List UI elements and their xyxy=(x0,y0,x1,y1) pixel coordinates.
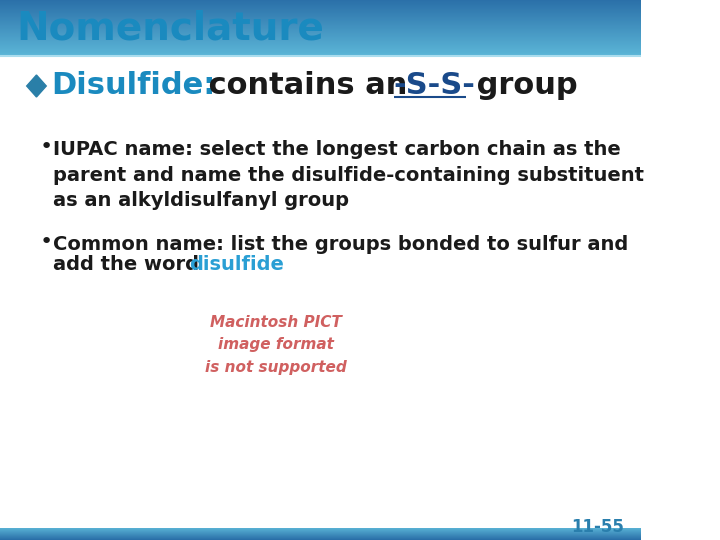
Bar xyxy=(0,37,641,38)
Bar xyxy=(0,4,641,5)
Bar xyxy=(0,536,641,537)
Bar xyxy=(0,534,641,535)
Bar xyxy=(0,9,641,10)
Bar xyxy=(0,49,641,50)
Bar xyxy=(0,41,641,42)
Bar xyxy=(0,1,641,2)
Bar xyxy=(0,3,641,4)
Bar xyxy=(0,15,641,16)
Polygon shape xyxy=(27,75,46,97)
Bar xyxy=(0,528,641,529)
Text: •: • xyxy=(39,232,53,252)
Text: contains an: contains an xyxy=(198,71,418,100)
Bar xyxy=(0,6,641,7)
Bar xyxy=(0,538,641,539)
Bar xyxy=(0,39,641,40)
Text: Macintosh PICT
image format
is not supported: Macintosh PICT image format is not suppo… xyxy=(205,315,346,375)
Bar xyxy=(0,43,641,44)
Text: -S-S-: -S-S- xyxy=(394,71,475,100)
Bar xyxy=(0,47,641,48)
Text: 11-55: 11-55 xyxy=(572,518,624,536)
Bar xyxy=(0,31,641,32)
Bar xyxy=(0,16,641,17)
Bar xyxy=(0,8,641,9)
Bar xyxy=(0,23,641,24)
Text: group: group xyxy=(467,71,578,100)
Bar xyxy=(0,48,641,49)
Bar xyxy=(0,11,641,12)
Bar xyxy=(0,531,641,532)
Bar xyxy=(0,53,641,54)
Bar xyxy=(0,535,641,536)
Bar xyxy=(0,539,641,540)
Bar xyxy=(0,34,641,35)
Text: •: • xyxy=(39,137,53,157)
Bar xyxy=(0,28,641,29)
Text: Common name: list the groups bonded to sulfur and: Common name: list the groups bonded to s… xyxy=(53,235,629,254)
Bar xyxy=(0,22,641,23)
Text: add the word: add the word xyxy=(53,255,206,274)
Bar xyxy=(0,38,641,39)
Bar xyxy=(0,40,641,41)
Bar xyxy=(0,532,641,533)
Bar xyxy=(0,2,641,3)
Bar xyxy=(0,20,641,21)
Bar xyxy=(0,30,641,31)
Bar xyxy=(0,533,641,534)
Text: IUPAC name: select the longest carbon chain as the
parent and name the disulfide: IUPAC name: select the longest carbon ch… xyxy=(53,140,644,211)
Bar xyxy=(0,0,641,1)
Bar xyxy=(0,12,641,13)
Bar xyxy=(0,36,641,37)
Bar xyxy=(0,21,641,22)
Bar xyxy=(0,35,641,36)
Bar xyxy=(0,14,641,15)
Bar xyxy=(0,5,641,6)
Bar xyxy=(0,17,641,18)
Bar xyxy=(0,26,641,27)
Bar xyxy=(0,45,641,46)
Bar xyxy=(0,7,641,8)
Bar xyxy=(0,51,641,52)
Bar xyxy=(0,13,641,14)
Text: Nomenclature: Nomenclature xyxy=(16,9,324,47)
Bar xyxy=(0,530,641,531)
Bar xyxy=(0,46,641,47)
Bar xyxy=(0,33,641,34)
Bar xyxy=(0,54,641,55)
Bar xyxy=(0,42,641,43)
Bar xyxy=(0,29,641,30)
Bar xyxy=(0,44,641,45)
Bar xyxy=(0,537,641,538)
Text: Disulfide:: Disulfide: xyxy=(52,71,216,100)
Bar xyxy=(0,32,641,33)
Bar xyxy=(0,18,641,19)
Bar xyxy=(0,10,641,11)
Bar xyxy=(0,27,641,28)
Text: disulfide: disulfide xyxy=(189,255,284,274)
Bar xyxy=(0,25,641,26)
Bar xyxy=(0,19,641,20)
Bar xyxy=(0,52,641,53)
Bar xyxy=(0,529,641,530)
Bar xyxy=(0,50,641,51)
Bar xyxy=(0,24,641,25)
